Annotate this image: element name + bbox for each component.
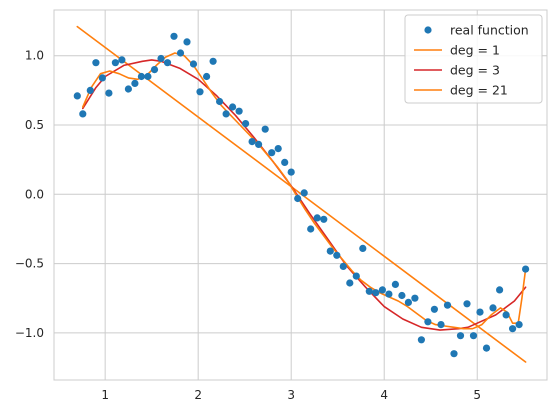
scatter-point [196,88,204,96]
scatter-point [203,72,211,81]
scatter-point [235,107,243,115]
scatter-point [261,125,269,133]
scatter-point [430,305,438,313]
scatter-point [86,86,94,94]
scatter-point [398,291,406,300]
scatter-point [359,244,367,252]
legend-label: deg = 3 [450,63,500,78]
scatter-point [150,66,159,74]
scatter-point [124,85,132,93]
scatter-point [333,251,341,259]
scatter-point [222,110,230,118]
scatter-point [268,149,276,157]
scatter-point [372,289,380,297]
scatter-point [287,168,295,176]
scatter-point [489,304,497,312]
scatter-point [502,311,510,319]
scatter-point [352,272,360,280]
scatter-point [98,74,106,82]
scatter-point [424,318,432,326]
scatter-point [248,138,256,146]
y-tick-label: 0.5 [25,118,44,132]
scatter-point [391,280,399,288]
scatter-point [131,79,139,87]
scatter-point [346,279,354,287]
scatter-point [378,286,386,294]
x-tick-label: 4 [380,388,388,402]
scatter-point [404,298,412,306]
x-tick-labels: 1 2 3 4 5 [101,388,481,402]
scatter-point [515,321,523,329]
scatter-point [255,140,263,148]
scatter-point [300,189,308,197]
scatter-point [111,59,119,67]
scatter-point [443,301,452,309]
scatter-point [163,59,172,67]
scatter-point [118,56,126,64]
scatter-point [157,54,165,63]
legend: real function deg = 1 deg = 3 deg = 21 [404,14,543,104]
scatter-point [508,325,517,333]
legend-marker-scatter [424,26,432,34]
plot-frame [53,9,548,381]
scatter-point [482,344,491,352]
scatter-point [339,262,347,270]
y-tick-label: 1.0 [25,49,44,63]
scatter-point [496,286,504,294]
scatter-point [307,225,315,233]
scatter-point [176,49,185,57]
scatter-point [73,92,81,100]
scatter-point [320,215,328,223]
scatter-point [92,59,100,67]
scatter-point [294,194,302,203]
scatter-point [365,287,373,295]
scatter-points [73,32,530,358]
scatter-point [522,265,530,273]
scatter-point [242,120,250,128]
y-tick-label: 0.0 [25,187,44,201]
scatter-point [463,300,471,308]
scatter-point [137,72,145,81]
x-tick-label: 3 [287,388,295,402]
scatter-point [105,89,113,97]
scatter-point [170,32,178,40]
x-tick-label: 2 [194,388,202,402]
scatter-point [456,332,465,340]
scatter-point [144,72,152,81]
scatter-point [209,57,217,65]
legend-box [404,14,543,104]
scatter-point [216,97,224,106]
scatter-point [417,336,425,344]
scatter-point [229,103,237,111]
scatter-point [450,350,458,358]
y-tick-label: −1.0 [15,326,44,340]
scatter-point [385,290,393,298]
scatter-point [469,332,478,340]
scatter-point [437,321,445,329]
legend-label: real function [450,23,529,38]
scatter-point [326,247,334,255]
scatter-point [476,308,484,316]
x-tick-label: 1 [101,388,109,402]
y-tick-labels: −1.0 −0.5 0.0 0.5 1.0 [15,49,44,340]
legend-label: deg = 1 [450,43,500,58]
scatter-point [274,145,282,153]
scatter-point [79,110,87,118]
scatter-point [189,60,198,68]
scatter-point [411,294,419,302]
legend-label: deg = 21 [450,83,508,98]
series-line-deg-21 [82,52,527,330]
scatter-point [313,214,321,222]
scatter-point [281,158,289,166]
x-tick-label: 5 [473,388,481,402]
y-tick-label: −0.5 [15,257,44,271]
scatter-point [183,38,191,46]
